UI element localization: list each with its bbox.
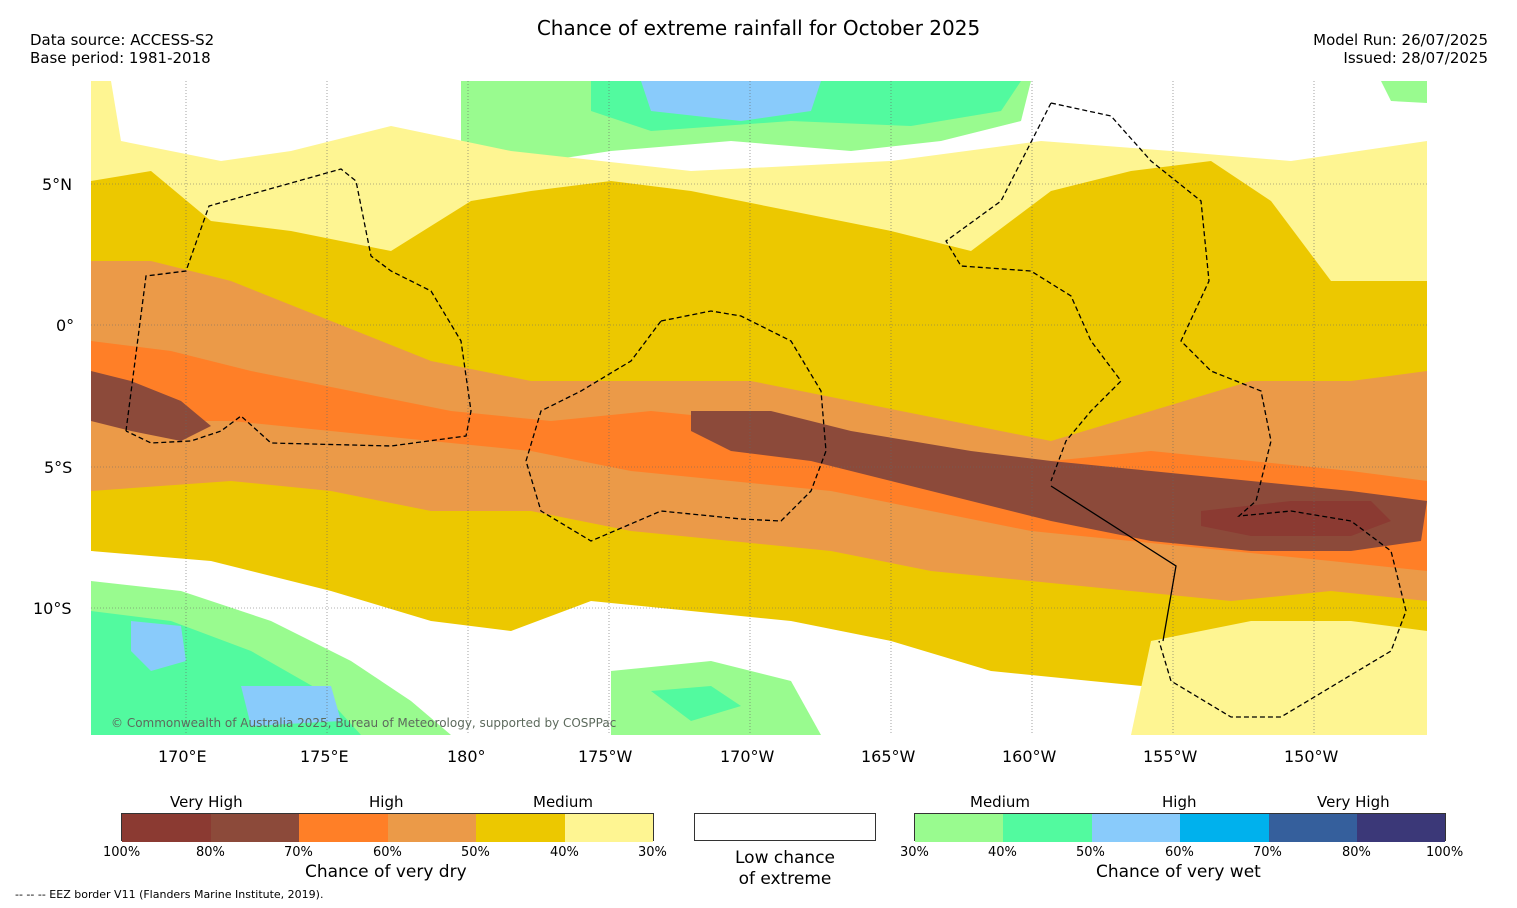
wet-swatch-50 [1092,814,1180,842]
base-period-text: Base period: 1981-2018 [30,49,211,67]
neutral-label-line1: Low chance [735,848,835,868]
wet-region-south-mid-2 [651,686,741,721]
wet-region-north-3 [641,81,821,121]
wet-swatch-60 [1180,814,1269,842]
source-info: Data source: ACCESS-S2 Base period: 1981… [30,31,214,67]
neutral-swatch [694,813,876,841]
lat-label-5n: 5°N [42,175,73,194]
lon-label-160w: 160°W [1002,747,1057,766]
dry-swatch-40 [565,814,653,842]
lon-label-175w: 175°W [578,747,633,766]
wet-tick-40: 40% [988,845,1017,860]
lon-label-180: 180° [447,747,486,766]
dry-tick-80: 80% [196,845,225,860]
dry-tick-60: 60% [373,845,402,860]
dry-tick-40: 40% [550,845,579,860]
wet-tick-50: 50% [1076,845,1105,860]
eez-footnote: -- -- -- EEZ border V11 (Flanders Marine… [15,888,324,901]
wet-legend-header-medium: Medium [970,793,1030,811]
lat-label-5s: 5°S [44,458,73,477]
wet-tick-80: 80% [1342,845,1371,860]
page-title: Chance of extreme rainfall for October 2… [536,16,981,40]
wet-legend-label: Chance of very wet [1096,862,1261,882]
wet-swatch-40 [1003,814,1092,842]
dry-legend-label: Chance of very dry [305,862,467,882]
eez-borders [125,102,1407,718]
dry-100-region [1201,501,1391,536]
dry-tick-100: 100% [103,845,141,860]
lon-label-165w: 165°W [861,747,916,766]
dry-legend-header-very-high: Very High [170,793,243,811]
wet-tick-30: 30% [900,845,929,860]
wet-region-sw-3 [131,621,186,671]
lat-label-0: 0° [56,316,75,335]
wet-swatch-30 [915,814,1003,842]
run-info: Model Run: 26/07/2025 Issued: 28/07/2025 [1313,31,1488,67]
dry-80-region-west [91,371,211,441]
wet-region-ne [1381,81,1427,103]
lon-label-175e: 175°E [300,747,349,766]
lon-label-170e: 170°E [158,747,207,766]
dry-swatch-70 [299,814,388,842]
wet-legend-header-very-high: Very High [1317,793,1390,811]
rainfall-map [91,81,1427,735]
eez-kiribati-line-2 [945,102,1122,482]
lon-label-155w: 155°W [1143,747,1198,766]
eez-solid-border [1050,485,1177,642]
wet-tick-60: 60% [1165,845,1194,860]
dry-swatch-80 [211,814,299,842]
dry-colorbar [121,813,654,842]
issued-text: Issued: 28/07/2025 [1343,49,1488,67]
data-source-text: Data source: ACCESS-S2 [30,31,215,49]
eez-kiribati-line [1050,102,1407,718]
wet-colorbar [914,813,1446,842]
lon-label-150w: 150°W [1284,747,1339,766]
neutral-label-line2: of extreme [738,869,832,889]
wet-swatch-80 [1357,814,1445,842]
wet-legend-header-high: High [1162,793,1197,811]
wet-tick-100: 100% [1426,845,1464,860]
wet-swatch-70 [1269,814,1357,842]
dry-30-band-south [1131,621,1427,735]
eez-kiribati-gilbert [125,168,472,447]
lat-label-10s: 10°S [33,599,72,618]
lon-label-170w: 170°W [720,747,775,766]
copyright-notice: © Commonwealth of Australia 2025, Bureau… [111,716,617,730]
dry-legend-header-high: High [369,793,404,811]
dry-swatch-100 [122,814,211,842]
graticule [91,81,1427,735]
wet-tick-70: 70% [1253,845,1282,860]
dry-swatch-60 [388,814,476,842]
eez-tokelau [525,310,827,542]
dry-tick-50: 50% [461,845,490,860]
dry-tick-30: 30% [638,845,667,860]
dry-tick-70: 70% [284,845,313,860]
wet-region-sw-4 [241,686,341,726]
model-run-text: Model Run: 26/07/2025 [1313,31,1488,49]
dry-swatch-50 [476,814,565,842]
dry-legend-header-medium: Medium [533,793,593,811]
